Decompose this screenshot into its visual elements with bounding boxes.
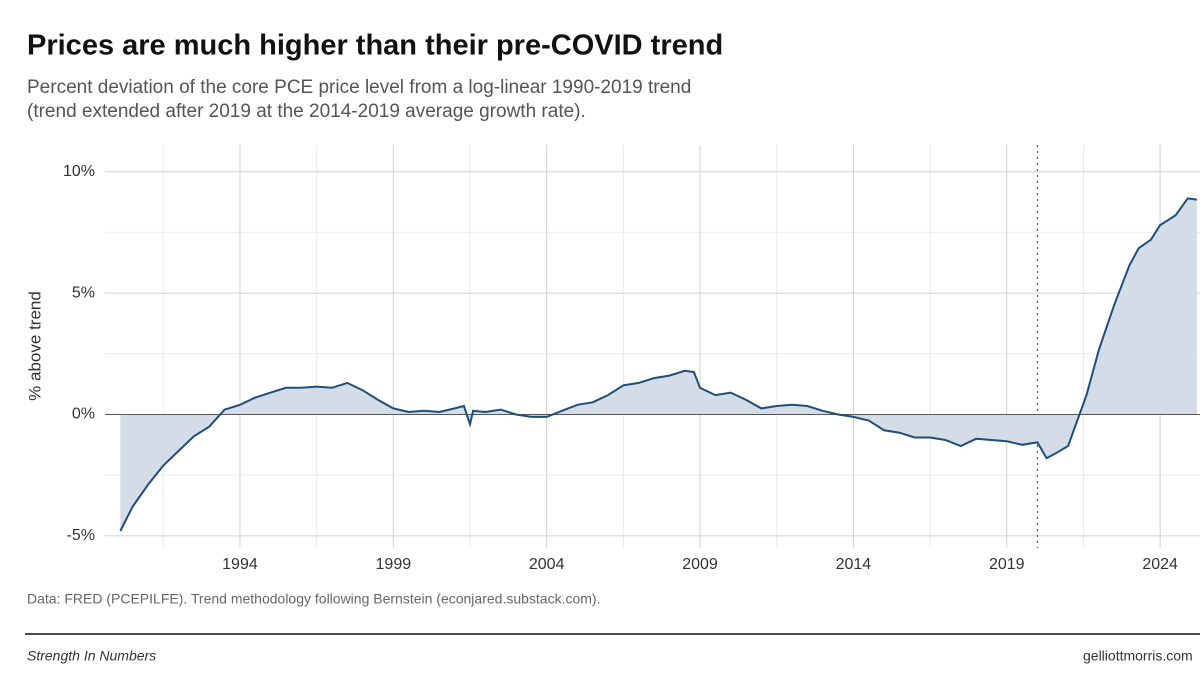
footer-right: gelliottmorris.com (1083, 648, 1193, 664)
y-tick-label: -5% (67, 527, 95, 544)
x-tick-label: 2019 (989, 556, 1025, 573)
y-tick-label: 0% (72, 406, 95, 423)
x-tick-label: 2014 (836, 556, 872, 573)
x-tick-label: 1999 (376, 556, 412, 573)
x-tick-label: 1994 (222, 556, 258, 573)
source-note: Data: FRED (PCEPILFE). Trend methodology… (27, 591, 600, 607)
y-tick-label: 5% (72, 284, 95, 301)
chart-subtitle: Percent deviation of the core PCE price … (27, 77, 691, 98)
x-tick-label: 2009 (682, 556, 718, 573)
x-tick-label: 2024 (1142, 556, 1178, 573)
line (119, 197, 1198, 532)
y-tick-label: 10% (63, 163, 95, 180)
area (120, 198, 1197, 531)
chart-subtitle: (trend extended after 2019 at the 2014-2… (27, 101, 586, 122)
y-axis-label: % above trend (25, 291, 44, 401)
chart-title: Prices are much higher than their pre-CO… (27, 30, 723, 62)
footer-left: Strength In Numbers (27, 648, 156, 664)
x-tick-label: 2004 (529, 556, 565, 573)
